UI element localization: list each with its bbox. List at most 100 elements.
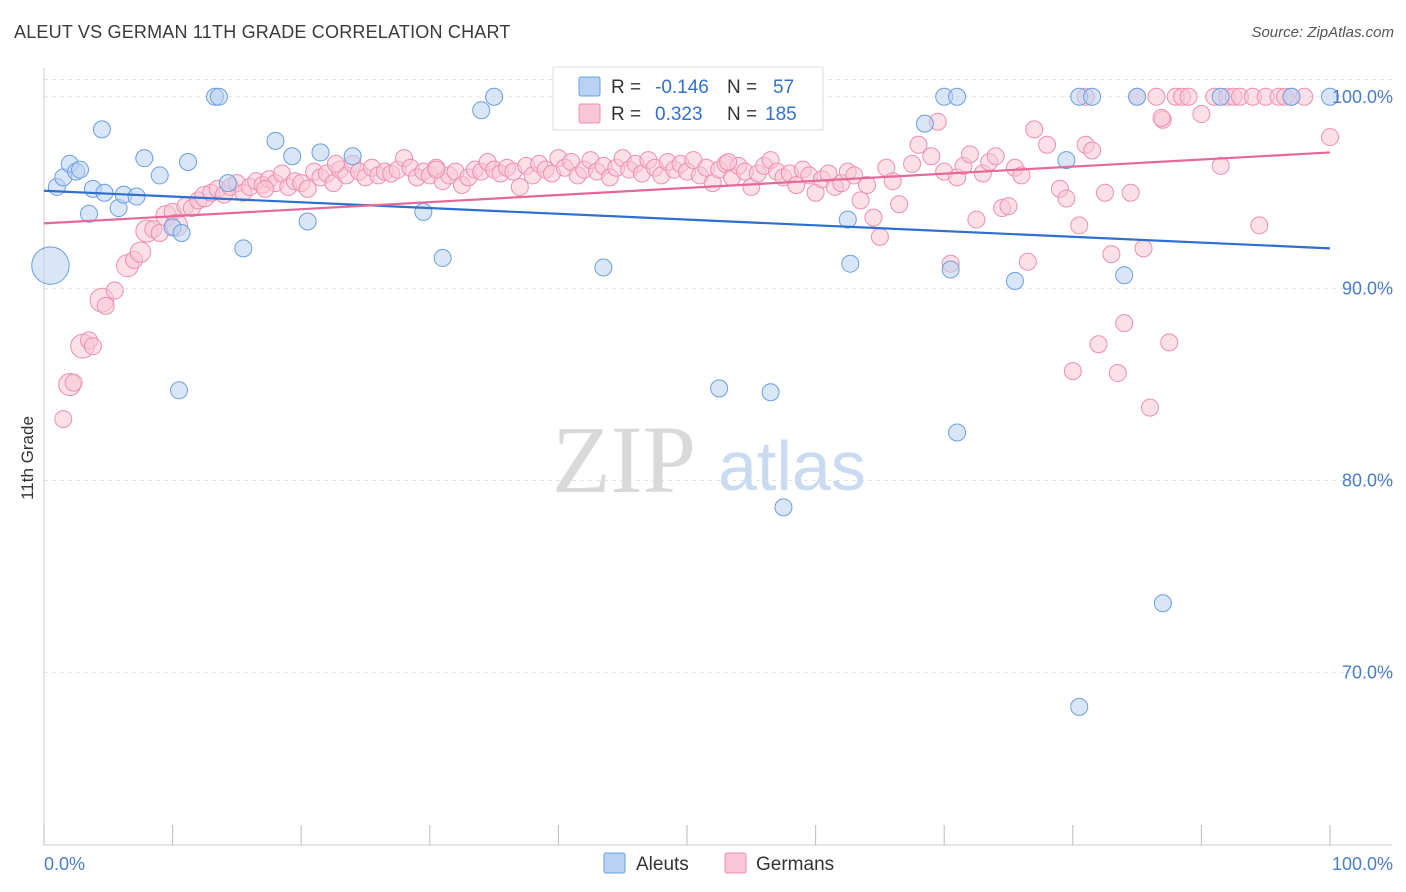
data-point-germans: [1038, 135, 1057, 154]
data-point-aleuts: [941, 260, 960, 279]
data-point-aleuts: [838, 210, 857, 229]
data-point-aleuts: [948, 87, 967, 106]
y-tick-label: 100.0%: [1332, 87, 1393, 107]
data-point-germans: [96, 296, 115, 315]
data-point-aleuts: [127, 187, 146, 206]
y-tick-label: 80.0%: [1342, 470, 1393, 490]
data-point-germans: [1025, 120, 1044, 139]
data-point-germans: [1057, 189, 1076, 208]
data-point-germans: [960, 145, 979, 164]
data-point-germans: [1102, 245, 1121, 264]
stats-legend: R = -0.146 N = 57 R = 0.323 N = 185: [552, 66, 824, 131]
legend-n-label-aleuts: N =: [727, 77, 757, 98]
series-legend-label-aleuts: Aleuts: [636, 854, 689, 875]
data-point-germans: [986, 147, 1005, 166]
data-point-aleuts: [1005, 271, 1024, 290]
x-tick-label: 100.0%: [1332, 854, 1393, 874]
data-point-germans: [903, 154, 922, 173]
legend-r-label-germans: R =: [611, 104, 641, 125]
data-point-aleuts: [414, 202, 433, 221]
data-point-germans: [967, 210, 986, 229]
data-points: [31, 87, 1339, 716]
y-tick-label: 90.0%: [1342, 279, 1393, 299]
data-point-aleuts: [150, 166, 169, 185]
data-point-germans: [864, 208, 883, 227]
data-point-germans: [851, 191, 870, 210]
data-point-germans: [1115, 314, 1134, 333]
series-legend-swatch-aleuts: [603, 852, 626, 874]
chart-source: Source: ZipAtlas.com: [1251, 24, 1394, 41]
data-point-germans: [1160, 333, 1179, 352]
watermark: ZIP atlas: [552, 406, 866, 513]
data-point-aleuts: [234, 239, 253, 258]
data-point-aleuts: [485, 87, 504, 106]
data-point-germans: [1018, 252, 1037, 271]
data-point-germans: [922, 147, 941, 166]
data-point-aleuts: [710, 379, 729, 398]
series-legend-swatch-germans: [724, 852, 747, 874]
data-point-germans: [129, 241, 152, 263]
data-point-germans: [1012, 166, 1031, 185]
data-point-germans: [1147, 87, 1166, 106]
data-point-germans: [1192, 105, 1211, 124]
data-point-aleuts: [80, 204, 99, 223]
data-point-germans: [83, 337, 102, 356]
y-tick-label: 70.0%: [1342, 662, 1393, 682]
data-point-aleuts: [135, 149, 154, 168]
data-point-germans: [1179, 87, 1198, 106]
data-point-germans: [1140, 398, 1159, 417]
series-legend-label-germans: Germans: [756, 854, 834, 875]
data-point-germans: [1152, 108, 1171, 127]
data-point-aleuts: [298, 212, 317, 231]
data-point-germans: [1250, 216, 1269, 235]
data-point-aleuts: [31, 246, 70, 285]
data-point-aleuts: [343, 147, 362, 166]
data-point-aleuts: [1115, 266, 1134, 285]
data-point-aleuts: [1153, 594, 1172, 613]
data-point-germans: [1063, 362, 1082, 381]
chart-title: ALEUT VS GERMAN 11TH GRADE CORRELATION C…: [14, 22, 511, 42]
x-tick-labels: 0.0% 100.0%: [44, 854, 1393, 874]
data-point-germans: [999, 197, 1018, 216]
data-point-germans: [1070, 216, 1089, 235]
y-axis-title: 11th Grade: [18, 416, 37, 500]
data-point-germans: [510, 177, 529, 196]
data-point-germans: [64, 373, 83, 392]
data-point-germans: [858, 176, 877, 195]
data-point-germans: [890, 195, 909, 214]
data-point-aleuts: [71, 160, 90, 179]
data-point-aleuts: [1282, 87, 1301, 106]
legend-r-value-aleuts: -0.146: [655, 77, 709, 98]
data-point-germans: [1095, 183, 1114, 202]
data-point-aleuts: [761, 383, 780, 402]
legend-swatch-aleuts: [578, 76, 601, 97]
data-point-aleuts: [172, 223, 191, 242]
data-point-germans: [1089, 335, 1108, 354]
data-point-germans: [1083, 141, 1102, 160]
data-point-aleuts: [1070, 697, 1089, 716]
legend-n-label-germans: N =: [727, 104, 757, 125]
watermark-atlas: atlas: [718, 427, 866, 505]
x-tick-label: 0.0%: [44, 854, 85, 874]
trend-line-germans: [43, 151, 1331, 225]
data-point-germans: [298, 179, 317, 198]
axes: [43, 68, 1392, 846]
data-point-germans: [54, 410, 73, 429]
data-point-germans: [1108, 364, 1127, 383]
data-point-germans: [719, 153, 738, 172]
y-tick-labels: 100.0% 90.0% 80.0% 70.0%: [1332, 87, 1393, 683]
legend-swatch-germans: [578, 103, 601, 124]
data-point-aleuts: [1128, 87, 1147, 106]
data-point-germans: [1121, 183, 1140, 202]
data-point-aleuts: [92, 120, 111, 139]
data-point-aleuts: [915, 114, 934, 133]
data-point-aleuts: [594, 258, 613, 277]
data-point-germans: [870, 227, 889, 246]
data-point-germans: [1321, 128, 1339, 147]
watermark-zip: ZIP: [552, 406, 696, 513]
data-point-germans: [909, 135, 928, 154]
data-point-aleuts: [1211, 87, 1230, 106]
trend-line-aleuts: [43, 189, 1331, 250]
data-point-aleuts: [283, 147, 302, 166]
